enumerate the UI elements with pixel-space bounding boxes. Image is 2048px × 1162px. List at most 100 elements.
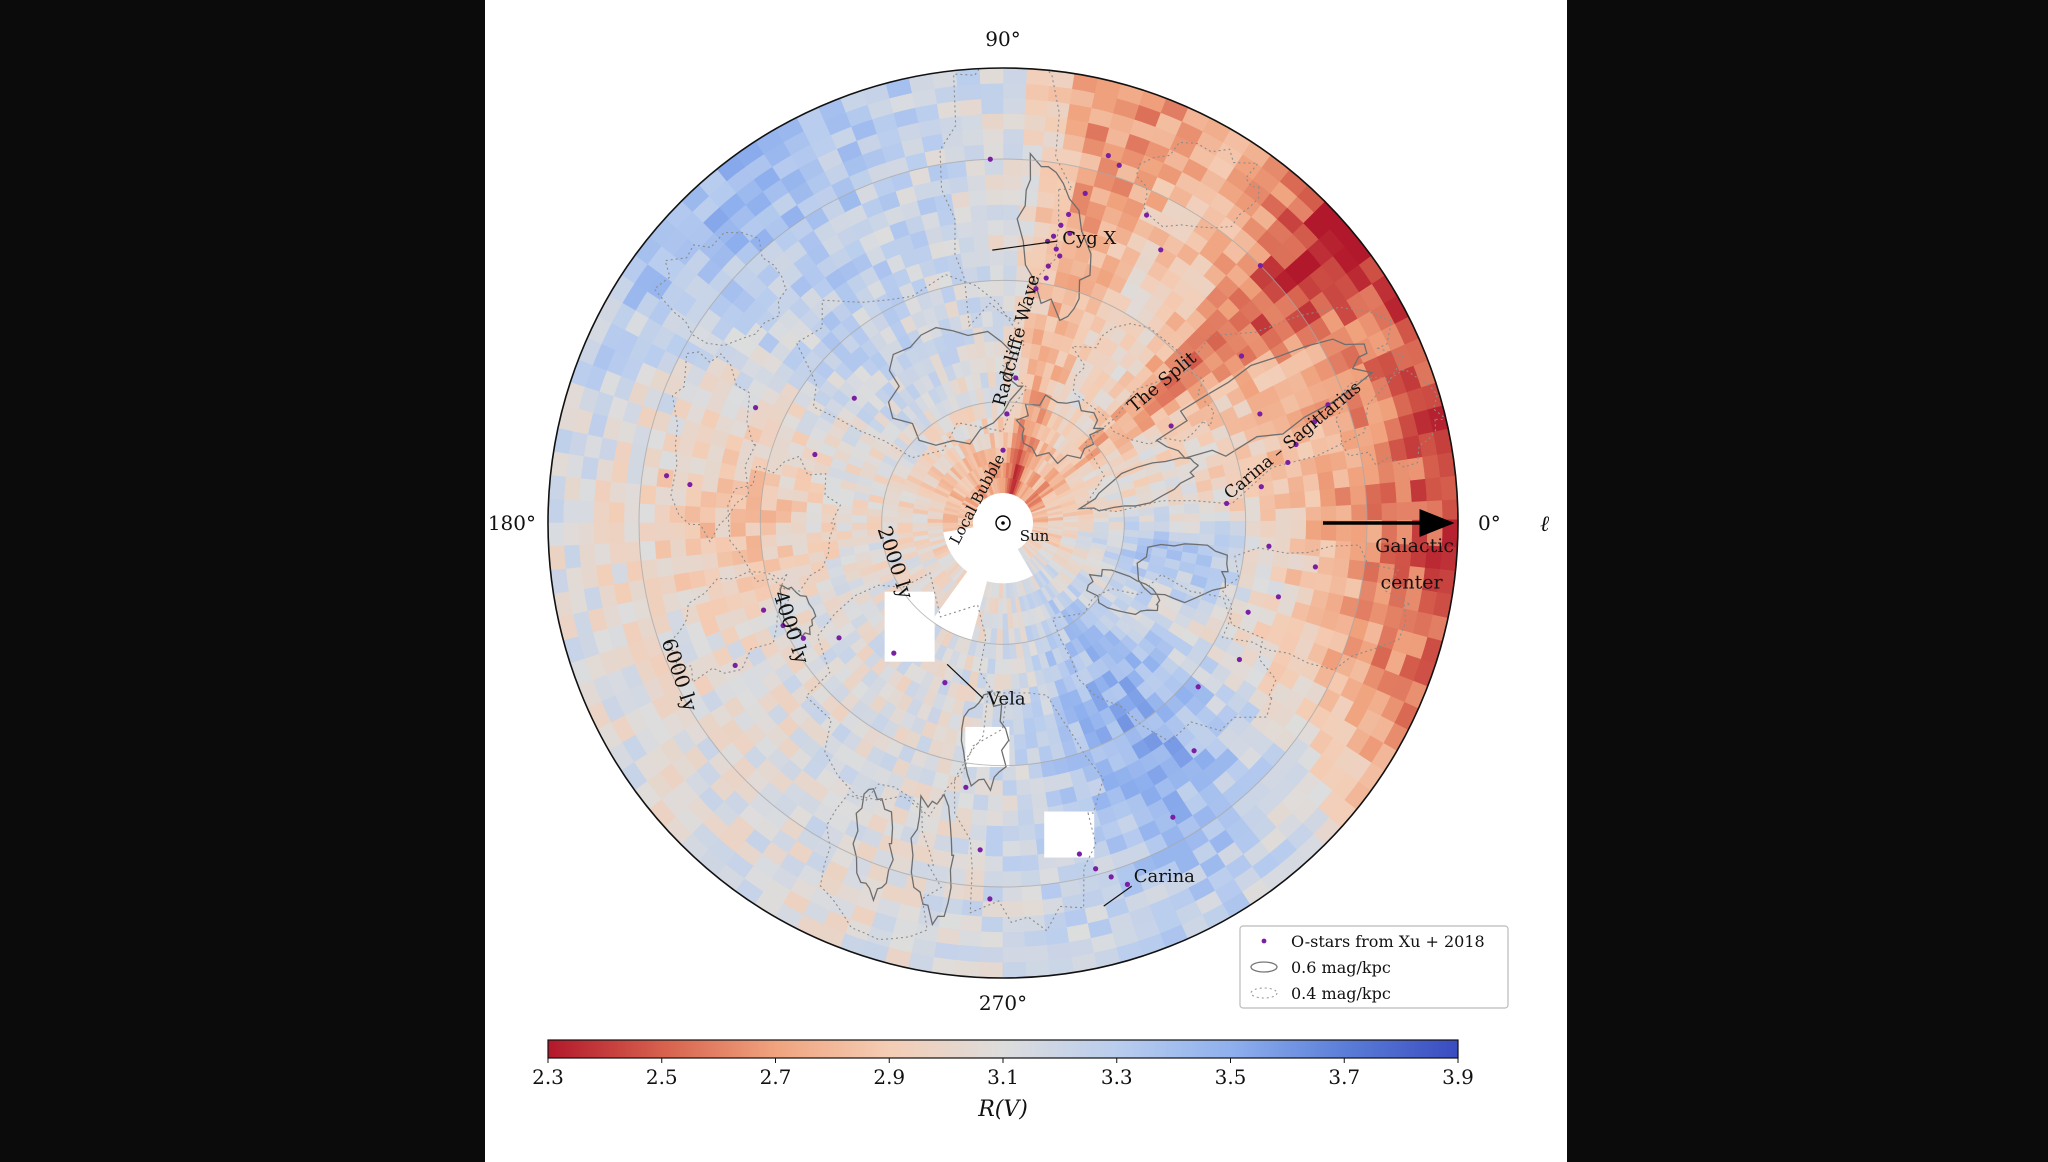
heatmap-cell [1275,520,1292,539]
colorbar-tick-label: 3.7 [1328,1065,1360,1089]
heatmap-cell [835,513,852,525]
o-star-point [1004,411,1010,417]
colorbar-tick-label: 2.3 [532,1065,564,1089]
sun-dot [1001,521,1005,525]
heatmap-cell [979,946,1007,964]
heatmap-cell [729,508,746,526]
heatmap-cell [1063,522,1080,528]
heatmap-cell [623,502,640,526]
o-star-point [963,784,969,790]
o-star-point [1236,656,1243,663]
annotation-label: Cyg X [1062,228,1116,249]
tick-label-180: 180° [488,511,536,535]
colorbar-tick-label: 3.3 [1101,1065,1133,1089]
colorbar-tick-label: 3.9 [1442,1065,1474,1089]
heatmap-cell [578,500,595,527]
heatmap-cell [989,765,1006,782]
colorbar-tick-label: 3.5 [1215,1065,1247,1089]
heatmap-cell [1199,521,1216,535]
o-star-point [1057,253,1063,259]
heatmap-cell [669,505,686,526]
heatmap-cell [578,478,597,505]
heatmap-cell [1260,520,1277,538]
colorbar-gradient [547,1039,1459,1059]
heatmap-cell [999,98,1026,115]
figure-panel: 90° 180° 270° 0° ℓ 2000 ly 4000 ly 6000 ly Cyg… [485,0,1567,1162]
o-star-point [1275,594,1282,600]
o-star-point [760,607,767,613]
heatmap-cell [1001,295,1016,312]
heatmap-cell [790,511,807,525]
heatmap-cell [1001,280,1017,297]
heatmap-cell [983,871,1006,888]
heatmap-cell [684,506,701,526]
heatmap-cell [1000,143,1024,160]
o-star-point [1043,275,1049,281]
o-star-point [1257,263,1263,269]
o-star-point [687,481,693,488]
o-star-point [836,635,842,641]
heatmap-cell [1093,521,1110,529]
legend-entry: O-stars from Xu + 2018 [1291,932,1485,951]
tick-label-270: 270° [979,991,1027,1015]
annotation-label: Sun [1020,527,1050,545]
o-star-point [1105,153,1111,159]
o-star-point [1158,247,1164,253]
heatmap-cell [699,506,716,526]
heatmap-cell [1048,522,1064,527]
sun-symbol-icon [995,515,1011,531]
o-star-point [891,650,897,656]
heatmap-cell [562,499,580,527]
heatmap-cell [1229,521,1246,537]
heatmap-cell [999,128,1024,145]
legend-entry: 0.4 mag/kpc [1291,984,1391,1003]
heatmap-cell [1000,173,1022,191]
heatmap-cell [955,960,984,978]
o-star-point [1224,500,1230,507]
heatmap-cell [980,931,1007,948]
o-star-point [1191,748,1197,754]
heatmap-cell [548,498,565,527]
annotation-label: Carina [1134,866,1195,887]
legend-marker-ostar [1261,938,1267,944]
heatmap-cell [1108,521,1125,530]
o-star-point [1116,162,1122,168]
o-star-point [1076,851,1083,857]
colorbar-tick-label: 2.5 [646,1065,678,1089]
heatmap-cell [956,945,985,963]
o-star-point [1053,246,1059,252]
o-star-point [1000,447,1006,453]
o-star-point [1050,233,1057,239]
colorbar-tick-label: 2.9 [873,1065,905,1089]
heatmap-cell [984,855,1006,873]
heatmap-cell [1032,522,1049,526]
heatmap-cell [1021,83,1050,101]
o-star-point [977,847,983,853]
heatmap-cell [982,886,1006,903]
o-star-point [1312,564,1318,570]
heatmap-cell [1184,521,1201,534]
heatmap-cell [548,475,566,504]
o-star-point [1058,222,1064,228]
heatmap-cell [978,961,1007,978]
o-star-point [1195,684,1201,690]
longitude-symbol: ℓ [1540,512,1550,537]
o-star-point [1258,484,1264,490]
heatmap-cell [653,504,671,526]
heatmap-cell [1000,189,1021,206]
heatmap-cell [1000,219,1020,236]
heatmap-cell [563,476,581,505]
heatmap-cell [1021,98,1048,117]
heatmap-cell [987,795,1006,812]
heatmap-cell [1245,520,1262,537]
o-star-point [1245,609,1251,615]
heatmap-cell [593,501,610,527]
o-star-point [663,473,670,479]
heatmap-cell [638,503,655,526]
heatmap-cell [1000,249,1018,266]
heatmap-cell [608,502,625,527]
heatmap-cell [1000,264,1017,281]
o-star-point [1045,263,1051,269]
heatmap-cell [999,82,1027,100]
